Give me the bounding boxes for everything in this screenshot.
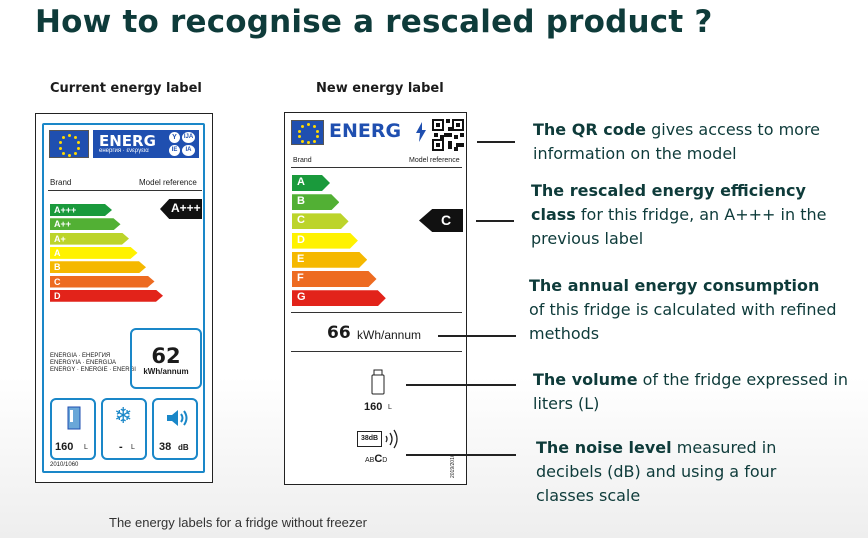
current-kwh-value: 62	[151, 344, 181, 368]
model-reference-label: Model reference	[409, 157, 460, 164]
divider	[291, 167, 462, 168]
energy-class-letter: D	[297, 233, 305, 246]
speaker-icon	[167, 410, 188, 426]
energy-class-bar: B	[292, 194, 339, 210]
current-kwh-box: 62 kWh/annum	[130, 328, 202, 389]
brand-label: Brand	[50, 178, 72, 187]
energy-class-bar: E	[292, 252, 367, 268]
class-callout: The rescaled energy efficiency class for…	[531, 181, 827, 248]
noise-class-scale: ABCD	[365, 453, 388, 465]
brand-label: Brand	[293, 157, 312, 164]
energy-class-bar: A	[292, 175, 330, 191]
current-noise-box: 38 dB	[152, 398, 198, 460]
energy-class-bar: F	[292, 271, 377, 287]
noise-callout-line	[406, 454, 516, 456]
current-freezer-box: ❄ - L	[101, 398, 147, 460]
divider	[291, 351, 462, 352]
qr-code-icon[interactable]	[432, 119, 464, 151]
divider	[291, 312, 462, 313]
energy-class-letter: B	[54, 262, 61, 273]
caption: The energy labels for a fridge without f…	[109, 515, 367, 530]
annual-callout-line	[438, 335, 516, 337]
current-rating-arrow: A+++	[160, 199, 202, 219]
current-label-header: ENERG енергия · ενεργεια Y IJA IE IA	[49, 130, 199, 160]
new-volume-unit: L	[388, 404, 392, 411]
current-label-border	[42, 123, 205, 473]
volume-callout: The volume of the fridge expressed in li…	[533, 370, 848, 413]
volume-callout-line	[406, 384, 516, 386]
current-volume-value: 160	[55, 441, 74, 453]
new-rating-arrow: C	[419, 209, 463, 232]
new-kwh-value: 66	[327, 323, 351, 343]
energ-subtext: енергия · ενεργεια	[99, 148, 149, 154]
current-rating-text: A+++	[171, 201, 201, 215]
fridge-icon	[67, 406, 81, 430]
snowflake-icon: ❄	[114, 403, 133, 428]
current-regulation: 2010/1060	[50, 462, 79, 468]
energy-class-bar: G	[292, 290, 386, 306]
current-energy-label: ENERG енергия · ενεργεια Y IJA IE IA Bra…	[35, 113, 213, 483]
energy-class-bar: C	[50, 276, 155, 288]
energy-class-bar: D	[50, 290, 163, 302]
energy-class-bar: A++	[50, 218, 121, 230]
energy-class-bar: A+	[50, 233, 129, 245]
new-label-heading: New energy label	[316, 81, 444, 96]
qr-callout: The QR code gives access to more informa…	[533, 120, 821, 163]
energ-word: ENERG	[99, 132, 156, 150]
noise-callout: The noise level measured in decibels (dB…	[536, 438, 777, 505]
language-badge: IE	[169, 145, 180, 156]
new-regulation: 2019/2016	[450, 454, 456, 478]
new-kwh-unit: kWh/annum	[357, 328, 422, 342]
class-callout-line	[476, 220, 514, 222]
language-badge: Y	[169, 132, 180, 143]
current-label-heading: Current energy label	[50, 81, 202, 96]
energy-class-letter: G	[297, 291, 306, 304]
energy-class-letter: E	[297, 252, 305, 265]
language-badge: IA	[182, 145, 195, 156]
divider	[48, 190, 202, 191]
energy-class-letter: F	[297, 272, 304, 284]
energia-text: ENERGIA · ЕНЕРГИЯ ENERGYIA · ENERGIJA EN…	[50, 353, 136, 373]
energy-class-letter: D	[54, 290, 61, 301]
energy-class-bar: C	[292, 213, 349, 229]
page-title: How to recognise a rescaled product ?	[35, 4, 713, 40]
energy-class-bar: A+++	[50, 204, 112, 216]
energy-class-letter: A+	[54, 233, 66, 244]
energy-class-letter: C	[54, 276, 61, 287]
current-freezer-unit: L	[131, 444, 135, 451]
energy-class-bar: B	[50, 261, 146, 273]
lightning-icon	[416, 122, 426, 142]
energy-class-letter: A++	[54, 219, 72, 230]
current-volume-box: 160 L	[50, 398, 96, 460]
sound-waves-icon	[385, 429, 398, 449]
current-noise-value: 38	[159, 441, 172, 453]
energy-class-bar: A	[50, 247, 138, 259]
eu-flag-icon	[49, 130, 89, 158]
bottle-icon	[371, 369, 385, 395]
current-noise-unit: dB	[178, 443, 189, 452]
energy-class-letter: A	[54, 247, 61, 258]
noise-icon-box: 38dB	[357, 431, 382, 447]
energy-class-bar: D	[292, 233, 358, 249]
energ-word: ENERG	[329, 120, 402, 142]
new-volume-value: 160	[364, 401, 383, 413]
annual-callout: The annual energy consumption of this fr…	[529, 276, 837, 343]
new-rating-text: C	[441, 212, 452, 228]
current-kwh-unit: kWh/annum	[143, 367, 189, 376]
model-reference-label: Model reference	[139, 178, 197, 187]
energy-class-letter: A	[297, 176, 305, 188]
current-freezer-value: -	[119, 441, 123, 453]
energ-banner: ENERG енергия · ενεργεια Y IJA IE IA	[93, 130, 199, 158]
energy-class-letter: A+++	[54, 205, 77, 215]
energy-class-letter: C	[297, 214, 305, 227]
current-volume-unit: L	[84, 444, 88, 451]
energy-class-letter: B	[297, 195, 305, 208]
eu-flag-icon	[291, 120, 324, 145]
qr-callout-line	[477, 141, 515, 143]
language-badge: IJA	[182, 132, 195, 143]
